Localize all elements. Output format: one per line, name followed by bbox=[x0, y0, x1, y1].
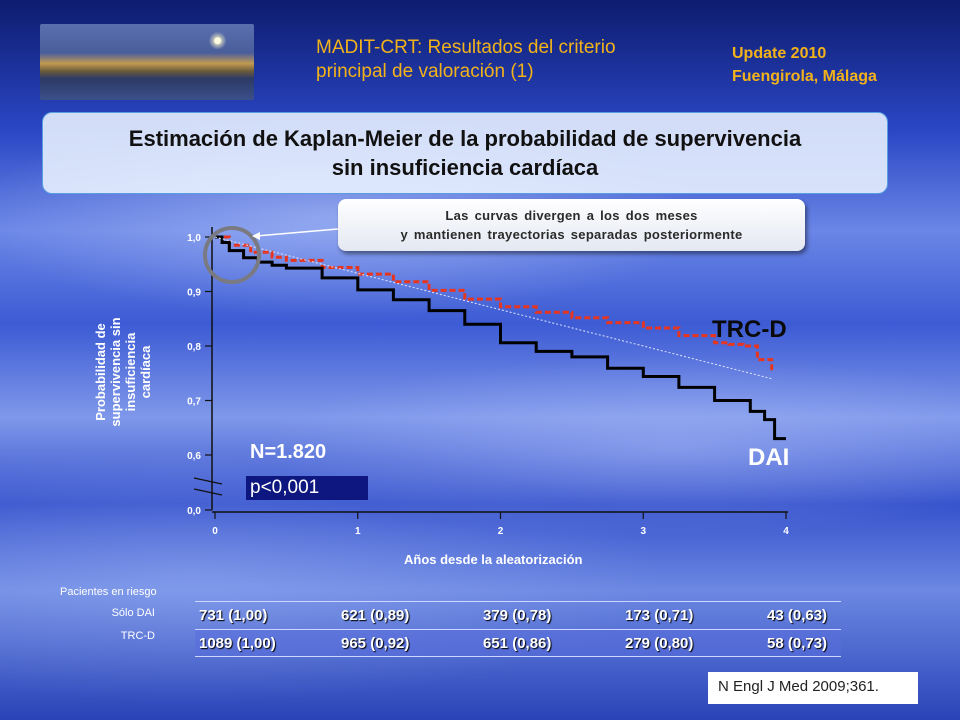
y-axis-title-line: Probabilidad de bbox=[93, 323, 108, 421]
table-row: 731 (1,00) 621 (0,89) 379 (0,78) 173 (0,… bbox=[195, 601, 841, 629]
x-tick-label: 4 bbox=[783, 526, 789, 537]
table-cell: 43 (0,63) bbox=[767, 607, 828, 624]
slide-title: MADIT-CRT: Resultados del criterio princ… bbox=[316, 36, 716, 84]
table-cell: 621 (0,89) bbox=[341, 607, 410, 624]
y-tick-label: 0,7 bbox=[187, 397, 201, 408]
coastline-night-photo bbox=[40, 24, 254, 100]
at-risk-label-dai: Sólo DAI bbox=[111, 607, 155, 619]
axis-break-mark bbox=[193, 477, 223, 485]
at-risk-label-trcd: TRC-D bbox=[120, 630, 155, 642]
at-risk-title: Pacientes en riesgo bbox=[60, 586, 157, 598]
update-label: Update 2010 Fuengirola, Málaga bbox=[732, 42, 877, 88]
series-line-trcd bbox=[215, 235, 774, 371]
p-value-box: p<0,001 bbox=[246, 476, 368, 500]
x-tick-label: 3 bbox=[640, 526, 646, 537]
table-row: 1089 (1,00) 965 (0,92) 651 (0,86) 279 (0… bbox=[195, 629, 841, 657]
y-tick-label: 1,0 bbox=[187, 233, 201, 244]
table-cell: 965 (0,92) bbox=[341, 634, 410, 652]
callout-pointer bbox=[255, 228, 339, 237]
series-line-dai bbox=[215, 235, 786, 441]
callout-pointer-arrowhead bbox=[252, 232, 260, 240]
x-tick-label: 2 bbox=[498, 526, 504, 537]
chart-series bbox=[215, 235, 786, 441]
y-axis-title-line: supervivencia sin bbox=[108, 317, 123, 427]
y-axis-title-line: cardíaca bbox=[138, 345, 153, 399]
axis-break-mark bbox=[193, 488, 223, 496]
y-tick-label: 0,8 bbox=[187, 342, 201, 353]
trend-line bbox=[214, 236, 772, 380]
main-title-line2: sin insuficiencia cardíaca bbox=[331, 155, 599, 180]
y-tick-label: 0,6 bbox=[187, 451, 201, 462]
main-title-box: Estimación de Kaplan-Meier de la probabi… bbox=[42, 112, 888, 194]
slide-title-line2: principal de valoración (1) bbox=[316, 61, 534, 82]
series-label-trcd: TRC-D bbox=[712, 316, 787, 343]
series-label-dai: DAI bbox=[748, 444, 790, 471]
callout-line1: Las curvas divergen a los dos meses bbox=[445, 208, 698, 223]
at-risk-table: 731 (1,00) 621 (0,89) 379 (0,78) 173 (0,… bbox=[195, 601, 841, 657]
table-cell: 58 (0,73) bbox=[767, 634, 828, 652]
table-cell: 379 (0,78) bbox=[483, 607, 552, 624]
main-title-line1: Estimación de Kaplan-Meier de la probabi… bbox=[128, 126, 802, 151]
x-axis-title: Años desde la aleatorización bbox=[404, 552, 583, 567]
table-cell: 1089 (1,00) bbox=[199, 634, 276, 652]
x-tick-label: 1 bbox=[355, 526, 361, 537]
update-line2: Fuengirola, Málaga bbox=[732, 68, 877, 85]
table-cell: 279 (0,80) bbox=[625, 634, 694, 652]
y-tick-label: 0,9 bbox=[187, 288, 201, 299]
reference-citation: N Engl J Med 2009;361. bbox=[708, 672, 918, 704]
update-line1: Update 2010 bbox=[732, 45, 827, 62]
y-tick-label: 0,0 bbox=[187, 506, 201, 517]
table-cell: 651 (0,86) bbox=[483, 634, 552, 652]
sample-size-label: N=1.820 bbox=[250, 441, 327, 463]
slide-title-line1: MADIT-CRT: Resultados del criterio bbox=[316, 37, 616, 58]
callout-box: Las curvas divergen a los dos meses y ma… bbox=[338, 199, 805, 251]
chart-marks bbox=[203, 226, 772, 380]
table-cell: 173 (0,71) bbox=[625, 607, 694, 624]
callout-line2: y mantienen trayectorias separadas poste… bbox=[400, 227, 743, 242]
table-cell: 731 (1,00) bbox=[199, 607, 268, 624]
main-title: Estimación de Kaplan-Meier de la probabi… bbox=[129, 124, 801, 182]
x-tick-label: 0 bbox=[212, 526, 218, 537]
y-axis-title-line: insuficiencia bbox=[123, 332, 138, 412]
y-axis-title: Probabilidad de supervivencia sin insufi… bbox=[93, 292, 153, 452]
highlight-circle bbox=[203, 226, 261, 284]
